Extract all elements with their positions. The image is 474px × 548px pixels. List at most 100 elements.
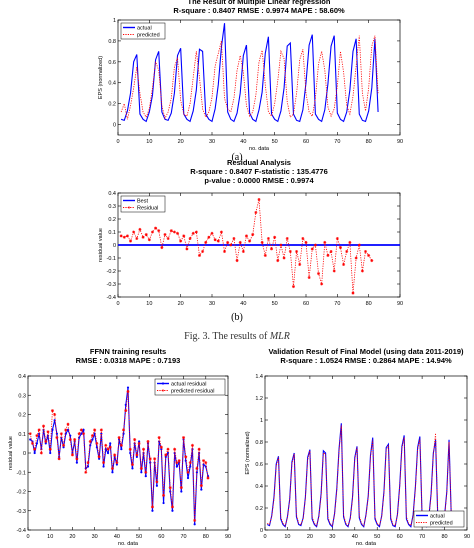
data-point: [37, 428, 41, 432]
data-point: [130, 463, 134, 467]
y-tick-label: 0.4: [18, 374, 26, 380]
data-point: [115, 461, 119, 465]
data-point: [155, 480, 159, 484]
data-point: [157, 436, 161, 440]
data-point: [119, 234, 123, 238]
chart-subtitle: R-square : 0.8407 F-statistic : 135.4776: [190, 167, 328, 176]
y-axis-label: residual value: [8, 436, 14, 470]
y-tick-label: -0.3: [17, 509, 26, 515]
data-point: [298, 263, 302, 266]
data-point: [180, 490, 183, 493]
data-point: [109, 442, 112, 445]
data-point: [345, 250, 349, 253]
data-point: [195, 471, 198, 474]
y-tick-label: 0.2: [108, 102, 116, 108]
legend-box: [154, 378, 226, 396]
x-axis-label: no. data: [249, 146, 270, 152]
data-point: [44, 442, 47, 445]
data-point: [226, 240, 230, 244]
data-point: [370, 259, 374, 263]
data-point: [177, 459, 181, 463]
data-point: [179, 486, 183, 490]
data-point: [137, 441, 141, 445]
x-tick-label: 90: [225, 534, 231, 540]
data-point: [126, 389, 130, 393]
y-tick-label: 0.2: [255, 506, 263, 512]
data-point: [351, 291, 355, 295]
data-point: [288, 250, 292, 253]
data-point: [35, 434, 39, 438]
data-point: [301, 237, 305, 240]
data-point: [131, 467, 134, 470]
data-point: [160, 448, 163, 451]
data-point: [195, 466, 199, 470]
data-point: [144, 475, 147, 478]
chart-title: Validation Result of Final Model (using …: [268, 347, 464, 356]
data-point: [163, 233, 167, 237]
data-point: [182, 234, 186, 238]
x-tick-label: 40: [352, 534, 358, 540]
data-point: [202, 459, 206, 463]
y-tick-label: 0.1: [18, 432, 26, 438]
y-axis-label: EPS (normalized): [245, 431, 251, 474]
data-point: [151, 509, 154, 512]
data-point: [139, 466, 143, 470]
data-point: [251, 233, 255, 237]
y-tick-label: -0.2: [107, 269, 116, 275]
data-point: [62, 443, 66, 447]
data-point: [80, 432, 83, 435]
data-point: [282, 256, 286, 260]
data-point: [185, 247, 189, 251]
y-tick-label: -0.4: [107, 295, 116, 301]
data-point: [175, 461, 179, 465]
x-tick-label: 70: [419, 534, 425, 540]
y-tick-label: 0: [23, 451, 26, 457]
y-tick-label: 1: [113, 18, 116, 24]
data-point: [146, 439, 150, 443]
data-point: [30, 441, 34, 445]
data-point: [68, 438, 72, 442]
data-point: [184, 455, 188, 459]
x-tick-label: 80: [366, 139, 372, 145]
y-tick-label: 1.4: [255, 374, 263, 380]
data-point: [79, 428, 83, 432]
data-point: [190, 443, 194, 447]
y-tick-label: 0.3: [18, 393, 26, 399]
x-tick-label: 20: [307, 534, 313, 540]
caption-b: (b): [231, 312, 243, 323]
data-point: [57, 457, 61, 461]
data-point: [169, 229, 173, 233]
x-tick-label: 60: [158, 534, 164, 540]
data-point: [342, 263, 346, 266]
data-point: [125, 234, 129, 238]
x-tick-label: 80: [366, 301, 372, 307]
legend-label: Residual: [137, 206, 158, 212]
legend-label: actual: [430, 514, 445, 520]
data-point: [199, 484, 203, 488]
data-point: [159, 445, 163, 449]
series-line-0: [266, 423, 452, 528]
chart-subtitle-2: p-value : 0.0000 RMSE : 0.9974: [204, 176, 314, 185]
data-point: [170, 505, 174, 509]
data-point: [99, 428, 103, 432]
x-tick-label: 70: [180, 534, 186, 540]
data-point: [186, 470, 190, 474]
x-tick-label: 10: [146, 139, 152, 145]
data-point: [179, 239, 183, 243]
x-tick-label: 30: [329, 534, 335, 540]
legend-label: Best: [137, 199, 148, 205]
y-tick-label: 0.2: [18, 413, 26, 419]
data-point: [86, 461, 90, 465]
data-point: [232, 237, 236, 240]
y-tick-label: -0.1: [107, 256, 116, 262]
data-point: [90, 434, 94, 438]
chart-title: Residual Analysis: [227, 158, 291, 167]
data-point: [263, 253, 267, 257]
data-point: [53, 413, 57, 416]
data-point: [307, 276, 311, 279]
figure-caption: Fig. 3. The results of MLR: [0, 331, 474, 342]
data-point: [75, 461, 78, 464]
